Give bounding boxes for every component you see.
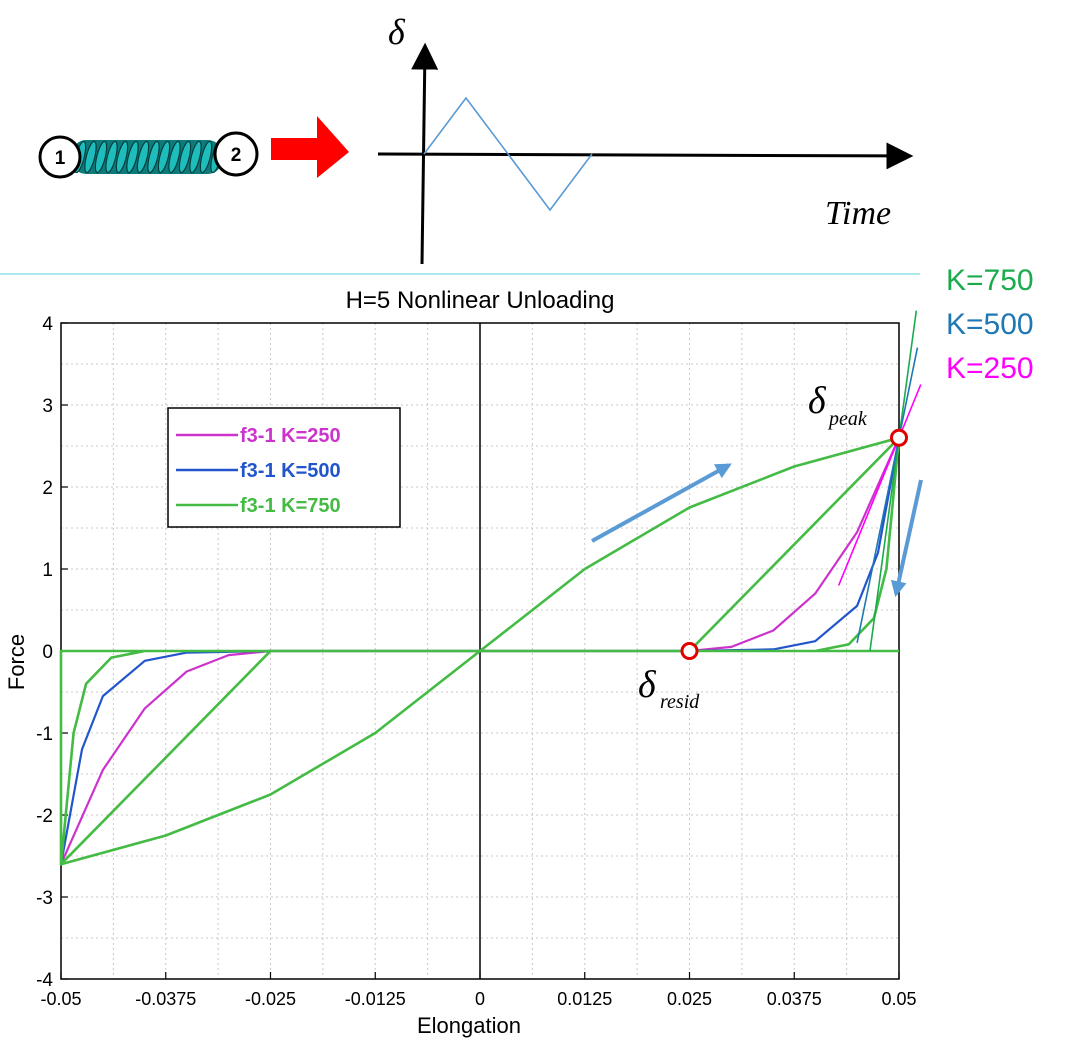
x-tick-label: 0 [475,989,485,1009]
legend: f3-1 K=250 f3-1 K=500 f3-1 K=750 [167,407,401,528]
node-2: 2 [213,131,259,177]
k-label: K=500 [946,308,1034,341]
y-tick-label: 4 [42,314,53,335]
spring-coil-turn [157,140,171,174]
red-arrow-icon [271,116,349,178]
delta-axis [411,42,439,265]
series-line-3 [59,436,901,866]
y-tick-label: 2 [42,478,53,499]
delta-resid-marker [680,642,699,660]
spring-schematic: 1 2 [38,116,349,179]
delta-axis-label: δ [388,12,406,52]
k-labels: K=750 K=500 K=250 [946,264,1034,385]
time-axis [377,142,914,170]
ticks: -0.05 -0.0375 -0.025 -0.0125 0 0.0125 0.025 0.0… [36,314,916,1009]
series [59,436,901,866]
x-tick-label: -0.025 [245,989,296,1009]
spring-coil-turn [94,140,108,174]
spring-coil-turn [105,140,118,174]
spring-coil [72,140,223,174]
delta-peak-symbol: δ [808,380,827,422]
loading-arrow-icon [591,463,732,543]
x-tick-label: -0.0125 [345,989,406,1009]
delta-peak-subscript: peak [827,408,868,430]
node-2-label: 2 [231,145,242,166]
input-history-plot: δ Time [377,12,914,265]
k-label: K=250 [946,352,1034,385]
peak-annotation: δ peak [808,380,868,430]
y-axis-label: Force [4,634,29,690]
node-1: 1 [38,135,82,179]
y-tick-label: -1 [36,724,53,745]
legend-box [167,407,401,528]
x-tick-label: 0.0375 [767,989,822,1009]
y-tick-label: -3 [36,888,53,909]
delta-peak-marker [890,428,908,447]
delta-resid-symbol: δ [638,664,657,706]
time-axis-label: Time [825,195,891,232]
legend-label: f3-1 K=250 [240,425,341,447]
node-1-label: 1 [55,148,66,169]
x-tick-label: -0.05 [40,989,81,1009]
spring-coil-turn [136,140,150,174]
k-label: K=750 [946,264,1034,297]
x-tick-label: 0.05 [881,989,916,1009]
resid-annotation: δ resid [638,664,700,713]
chart-title: H=5 Nonlinear Unloading [346,287,615,314]
x-axis-label: Elongation [417,1013,521,1038]
unloading-arrow-icon [890,479,923,598]
spring-coil-turn [147,140,160,174]
tangent-line-k=500 [856,347,919,643]
spring-coil-turn [199,140,213,174]
spring-coil-turn [168,140,181,174]
spring-coil-turn [189,140,202,174]
spring-coil-turn [178,140,192,174]
force-elongation-chart: H=5 Nonlinear Unloading -0.05 -0.0375 -0.0… [4,264,1034,1038]
spring-coil-turn [84,140,97,174]
x-tick-label: 0.025 [667,989,712,1009]
markers [680,428,908,660]
x-tick-label: 0.0125 [557,989,612,1009]
x-tick-label: -0.0375 [135,989,196,1009]
y-tick-label: -4 [36,970,53,991]
y-tick-label: 0 [42,642,53,663]
spring-coil-turn [115,140,129,174]
legend-label: f3-1 K=500 [240,460,341,482]
direction-arrows [591,463,923,598]
legend-label: f3-1 K=750 [240,495,341,517]
tangent-lines [837,310,922,652]
input-signal-line [423,96,593,212]
delta-resid-subscript: resid [660,691,700,713]
spring-coil-turn [126,140,139,174]
tangent-line-k=250 [837,384,922,586]
y-tick-label: -2 [36,806,53,827]
tangent-line-k=750 [869,310,918,652]
y-tick-label: 1 [42,560,53,581]
y-tick-label: 3 [42,396,53,417]
